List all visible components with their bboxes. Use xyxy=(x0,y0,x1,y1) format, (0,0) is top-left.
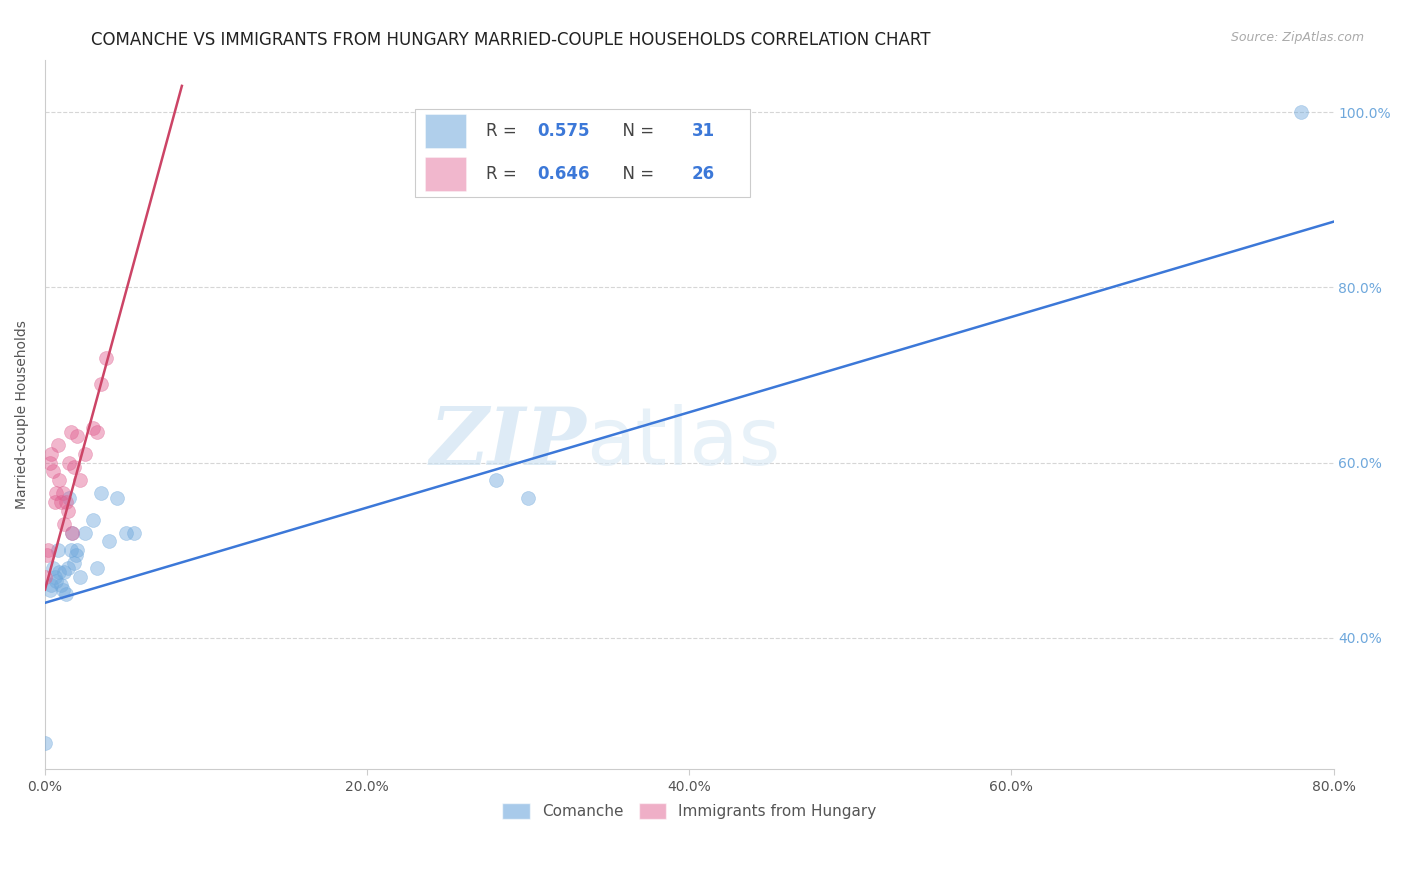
Point xyxy=(63,460,86,475)
Point xyxy=(75,525,97,540)
Point xyxy=(114,525,136,540)
Point xyxy=(46,438,69,452)
Point xyxy=(96,351,118,365)
Text: COMANCHE VS IMMIGRANTS FROM HUNGARY MARRIED-COUPLE HOUSEHOLDS CORRELATION CHART: COMANCHE VS IMMIGRANTS FROM HUNGARY MARR… xyxy=(91,31,931,49)
Text: 26: 26 xyxy=(692,165,714,183)
Point xyxy=(38,582,60,597)
Point xyxy=(48,473,70,487)
Point xyxy=(41,578,63,592)
Text: N =: N = xyxy=(612,122,659,140)
Text: R =: R = xyxy=(485,165,522,183)
Point xyxy=(42,464,65,478)
FancyBboxPatch shape xyxy=(425,114,467,148)
Point xyxy=(60,525,83,540)
Point xyxy=(90,376,112,391)
Y-axis label: Married-couple Households: Married-couple Households xyxy=(15,320,30,509)
Point xyxy=(59,425,82,439)
Point xyxy=(66,543,89,558)
Point xyxy=(82,420,104,434)
Text: 0.575: 0.575 xyxy=(537,122,589,140)
Point xyxy=(37,543,59,558)
Text: atlas: atlas xyxy=(586,404,780,482)
Point xyxy=(485,473,508,487)
Point xyxy=(42,561,65,575)
Point xyxy=(35,548,58,562)
Point xyxy=(45,486,67,500)
Point xyxy=(82,513,104,527)
Point xyxy=(69,473,91,487)
Point xyxy=(45,574,67,588)
Point xyxy=(56,504,79,518)
Point xyxy=(56,561,79,575)
Point xyxy=(53,516,76,531)
Point xyxy=(107,491,129,505)
Point xyxy=(86,425,108,439)
Point xyxy=(49,495,72,509)
Point xyxy=(46,543,69,558)
Point xyxy=(55,587,77,601)
Text: Source: ZipAtlas.com: Source: ZipAtlas.com xyxy=(1230,31,1364,45)
Point xyxy=(122,525,145,540)
Point xyxy=(55,495,77,509)
Legend: Comanche, Immigrants from Hungary: Comanche, Immigrants from Hungary xyxy=(496,797,883,825)
Text: N =: N = xyxy=(612,165,659,183)
FancyBboxPatch shape xyxy=(425,157,467,191)
Point xyxy=(34,569,56,583)
Point xyxy=(59,543,82,558)
Point xyxy=(86,561,108,575)
Point xyxy=(63,557,86,571)
Point xyxy=(66,429,89,443)
Point xyxy=(58,491,80,505)
Point xyxy=(65,548,87,562)
Point xyxy=(41,447,63,461)
Point xyxy=(44,569,66,583)
Point xyxy=(34,736,56,750)
FancyBboxPatch shape xyxy=(415,109,749,196)
Point xyxy=(38,456,60,470)
Text: 0.646: 0.646 xyxy=(537,165,589,183)
Point xyxy=(52,486,75,500)
Text: ZIP: ZIP xyxy=(429,404,586,482)
Point xyxy=(98,534,121,549)
Text: R =: R = xyxy=(485,122,522,140)
Point xyxy=(58,456,80,470)
Point xyxy=(90,486,112,500)
Point xyxy=(48,565,70,579)
Point xyxy=(49,578,72,592)
Point xyxy=(52,582,75,597)
Point xyxy=(517,491,540,505)
Text: 31: 31 xyxy=(692,122,714,140)
Point xyxy=(1291,105,1313,120)
Point xyxy=(53,565,76,579)
Point xyxy=(44,495,66,509)
Point xyxy=(69,569,91,583)
Point xyxy=(75,447,97,461)
Point xyxy=(60,525,83,540)
